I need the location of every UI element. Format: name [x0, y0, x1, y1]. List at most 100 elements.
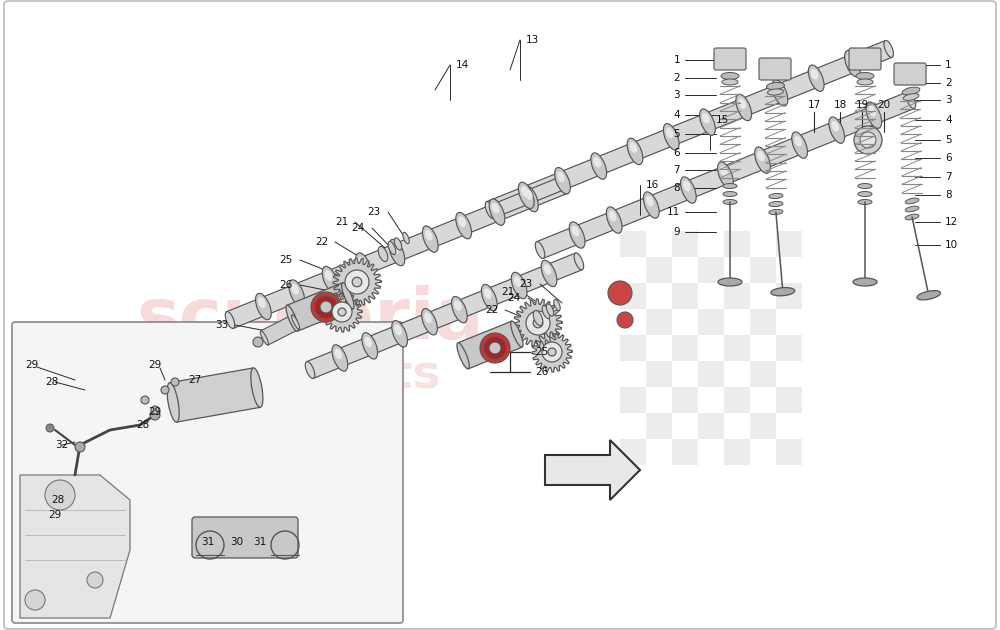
Ellipse shape	[574, 253, 584, 270]
Text: 24: 24	[508, 293, 521, 303]
Ellipse shape	[291, 284, 299, 294]
Circle shape	[75, 442, 85, 452]
Ellipse shape	[723, 192, 737, 197]
Ellipse shape	[609, 211, 616, 222]
Ellipse shape	[422, 226, 438, 252]
Ellipse shape	[858, 200, 872, 205]
Text: 21: 21	[335, 217, 348, 227]
Ellipse shape	[718, 278, 742, 286]
Text: 33: 33	[215, 320, 228, 330]
Bar	[646, 309, 672, 335]
Ellipse shape	[757, 151, 765, 161]
Circle shape	[484, 337, 506, 359]
Ellipse shape	[286, 305, 298, 331]
Ellipse shape	[868, 106, 876, 117]
Ellipse shape	[489, 199, 505, 226]
Bar	[620, 231, 646, 257]
Circle shape	[253, 337, 263, 347]
Bar	[698, 361, 724, 387]
Ellipse shape	[902, 87, 920, 95]
Ellipse shape	[492, 203, 499, 214]
Ellipse shape	[544, 264, 551, 275]
Circle shape	[151, 406, 159, 414]
Text: 23: 23	[520, 279, 533, 289]
Circle shape	[338, 308, 346, 316]
Text: 5: 5	[945, 135, 952, 145]
Bar	[672, 283, 698, 309]
Circle shape	[548, 348, 556, 356]
Ellipse shape	[364, 336, 372, 347]
Text: 25: 25	[535, 347, 548, 357]
Ellipse shape	[906, 92, 916, 108]
Ellipse shape	[542, 306, 550, 319]
Circle shape	[352, 277, 362, 287]
Polygon shape	[487, 40, 892, 219]
Polygon shape	[514, 299, 562, 347]
Ellipse shape	[452, 297, 467, 323]
Bar	[750, 413, 776, 439]
Ellipse shape	[511, 272, 527, 299]
Ellipse shape	[292, 315, 300, 329]
Ellipse shape	[722, 79, 738, 85]
Ellipse shape	[700, 109, 715, 135]
Ellipse shape	[394, 238, 402, 250]
Ellipse shape	[356, 253, 371, 279]
Circle shape	[608, 281, 632, 305]
Ellipse shape	[808, 65, 824, 91]
Text: 32: 32	[55, 440, 69, 450]
Bar	[776, 387, 802, 413]
Text: 7: 7	[945, 172, 952, 182]
Text: 7: 7	[673, 165, 680, 175]
Ellipse shape	[403, 232, 409, 244]
Text: 29: 29	[148, 407, 162, 417]
Text: 28: 28	[51, 495, 65, 505]
Ellipse shape	[771, 287, 795, 296]
Ellipse shape	[533, 311, 543, 326]
Ellipse shape	[378, 246, 388, 261]
Text: 25: 25	[280, 255, 293, 265]
Ellipse shape	[767, 89, 783, 95]
Ellipse shape	[525, 190, 533, 200]
Ellipse shape	[718, 162, 733, 188]
Circle shape	[87, 572, 103, 588]
Text: 26: 26	[535, 367, 548, 377]
FancyBboxPatch shape	[192, 517, 298, 558]
Ellipse shape	[593, 157, 601, 168]
Ellipse shape	[167, 382, 179, 422]
Text: 19: 19	[855, 100, 869, 110]
Bar	[724, 283, 750, 309]
Text: 17: 17	[807, 100, 821, 110]
Text: 30: 30	[230, 537, 244, 547]
Ellipse shape	[388, 241, 396, 255]
Ellipse shape	[884, 40, 893, 57]
Text: 9: 9	[673, 227, 680, 237]
Bar	[672, 231, 698, 257]
Ellipse shape	[829, 117, 845, 143]
Ellipse shape	[772, 79, 788, 106]
Ellipse shape	[792, 132, 807, 158]
Ellipse shape	[831, 121, 839, 132]
Ellipse shape	[425, 230, 433, 241]
Circle shape	[141, 396, 149, 404]
Text: 2: 2	[673, 73, 680, 83]
Bar	[620, 335, 646, 361]
Bar	[620, 439, 646, 465]
Text: 14: 14	[456, 60, 469, 70]
Text: 22: 22	[485, 305, 498, 315]
Ellipse shape	[457, 343, 469, 369]
Circle shape	[46, 424, 54, 432]
Bar	[620, 283, 646, 309]
Ellipse shape	[738, 98, 746, 109]
Polygon shape	[322, 292, 362, 332]
Bar	[724, 231, 750, 257]
Polygon shape	[20, 475, 130, 618]
Ellipse shape	[847, 54, 855, 65]
Ellipse shape	[646, 196, 654, 207]
Ellipse shape	[905, 198, 919, 204]
Text: 21: 21	[502, 287, 515, 297]
Circle shape	[345, 270, 369, 294]
Circle shape	[617, 312, 633, 328]
Ellipse shape	[866, 102, 882, 129]
Text: 6: 6	[945, 153, 952, 163]
Bar	[672, 335, 698, 361]
